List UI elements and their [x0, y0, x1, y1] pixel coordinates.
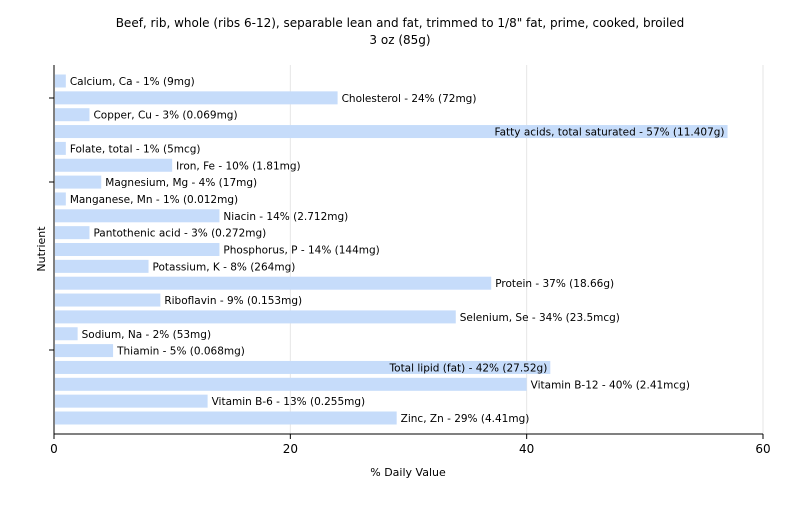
- bar-label-magnesium-mg: Magnesium, Mg - 4% (17mg): [105, 177, 257, 189]
- x-tick-label-40: 40: [519, 442, 534, 456]
- bar-iron-fe: [55, 158, 173, 172]
- bar-potassium-k: [55, 259, 149, 273]
- bar-label-selenium-se: Selenium, Se - 34% (23.5mcg): [460, 312, 620, 324]
- bars: Calcium, Ca - 1% (9mg) Cholesterol - 24% …: [55, 74, 728, 425]
- bar-selenium-se: [55, 310, 456, 324]
- bar-label-pantothenic-acid: Pantothenic acid - 3% (0.272mg): [93, 228, 266, 240]
- bar-manganese-mn: [55, 192, 66, 206]
- bar-label-iron-fe: Iron, Fe - 10% (1.81mg): [176, 160, 300, 172]
- bar-folate-total: [55, 141, 66, 155]
- bar-label-potassium-k: Potassium, K - 8% (264mg): [153, 261, 296, 273]
- bar-label-thiamin: Thiamin - 5% (0.068mg): [116, 346, 245, 358]
- bar-label-niacin: Niacin - 14% (2.712mg): [223, 211, 348, 223]
- bar-magnesium-mg: [55, 175, 102, 189]
- bar-label-calcium-ca: Calcium, Ca - 1% (9mg): [70, 76, 195, 88]
- bar-vitamin-b-12: [55, 377, 527, 391]
- bar-label-vitamin-b-6: Vitamin B-6 - 13% (0.255mg): [212, 396, 366, 408]
- bar-zinc-zn: [55, 411, 397, 425]
- bar-label-vitamin-b-12: Vitamin B-12 - 40% (2.41mcg): [531, 379, 690, 391]
- bar-label-protein: Protein - 37% (18.66g): [495, 278, 614, 290]
- bar-phosphorus-p: [55, 243, 220, 256]
- bar-label-manganese-mn: Manganese, Mn - 1% (0.012mg): [70, 194, 238, 206]
- bar-copper-cu: [55, 108, 90, 122]
- bar-label-cholesterol: Cholesterol - 24% (72mg): [342, 93, 477, 105]
- bar-label-folate-total: Folate, total - 1% (5mcg): [70, 143, 201, 155]
- bar-fatty-acids-total-saturated: [55, 125, 728, 139]
- bar-thiamin: [55, 344, 114, 358]
- bar-pantothenic-acid: [55, 226, 90, 240]
- x-tick-label-60: 60: [755, 442, 770, 456]
- bar-sodium-na: [55, 327, 78, 341]
- x-tick-label-0: 0: [50, 442, 58, 456]
- bar-label-copper-cu: Copper, Cu - 3% (0.069mg): [93, 110, 237, 122]
- x-axis-title: % Daily Value: [370, 466, 446, 479]
- x-tick-label-20: 20: [283, 442, 298, 456]
- bar-cholesterol: [55, 91, 338, 105]
- chart-subtitle: 3 oz (85g): [369, 33, 430, 47]
- bar-label-riboflavin: Riboflavin - 9% (0.153mg): [164, 295, 302, 307]
- bar-total-lipid-fat: [55, 360, 551, 374]
- bar-label-phosphorus-p: Phosphorus, P - 14% (144mg): [223, 245, 379, 257]
- bar-protein: [55, 276, 492, 290]
- bar-label-zinc-zn: Zinc, Zn - 29% (4.41mg): [401, 413, 530, 425]
- y-axis-title: Nutrient: [35, 226, 48, 272]
- axes: [49, 65, 763, 435]
- bar-label-total-lipid-fat: Total lipid (fat) - 42% (27.52g): [389, 362, 548, 374]
- x-ticks: 0 20 40 60: [50, 434, 771, 456]
- bar-riboflavin: [55, 293, 161, 307]
- chart-title: Beef, rib, whole (ribs 6-12), separable …: [116, 16, 685, 30]
- bar-label-sodium-na: Sodium, Na - 2% (53mg): [82, 329, 211, 341]
- bar-label-fatty-acids-total-saturated: Fatty acids, total saturated - 57% (11.4…: [495, 127, 725, 139]
- bar-calcium-ca: [55, 74, 66, 88]
- bar-vitamin-b-6: [55, 394, 208, 408]
- bar-niacin: [55, 209, 220, 223]
